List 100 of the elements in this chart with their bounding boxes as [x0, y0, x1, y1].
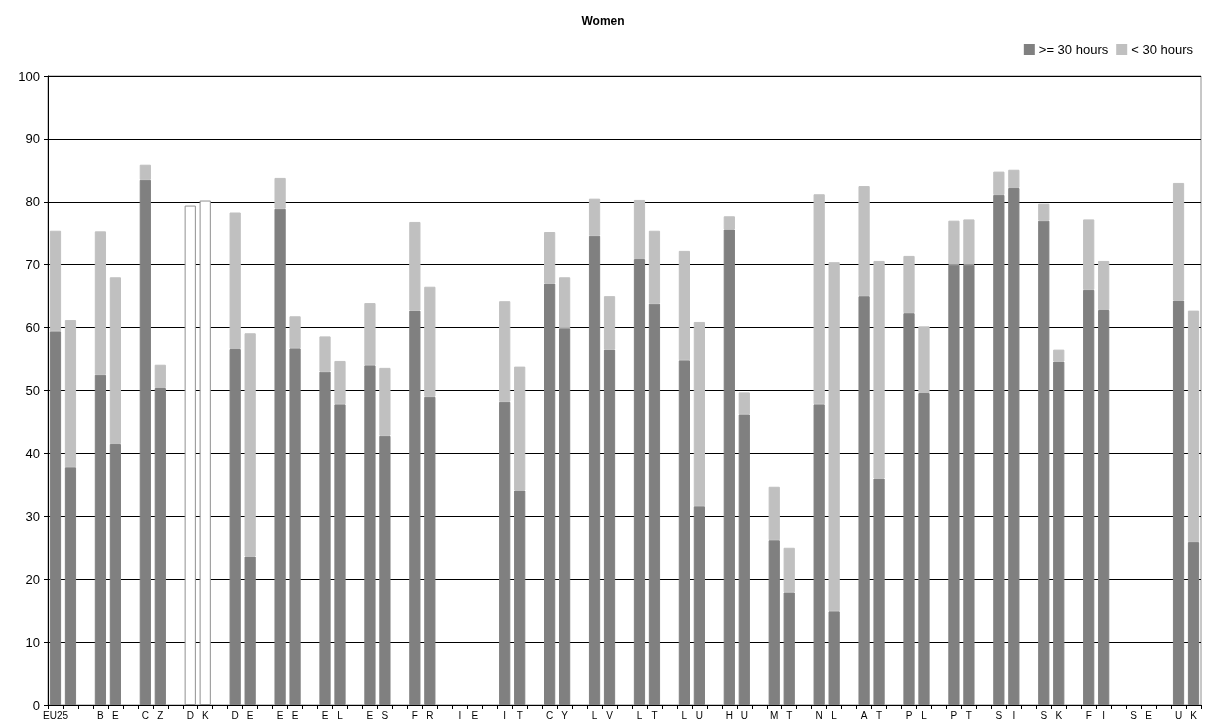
x-tick-label: T [965, 709, 972, 720]
bar [588, 198, 601, 236]
bar [783, 547, 795, 593]
x-tick-label: L [337, 709, 344, 720]
x-tick-label: S [995, 709, 1003, 720]
x-tick-label: T [876, 709, 883, 720]
bar [1187, 542, 1200, 705]
bar [678, 360, 691, 705]
bar [49, 230, 62, 332]
x-tick-label: F [411, 709, 418, 720]
bar [409, 221, 421, 311]
x-tick-label: U [695, 709, 703, 720]
x-tick-label: I [503, 709, 507, 720]
y-tick-label: 20 [25, 571, 40, 587]
x-tick-label: E [112, 709, 120, 720]
bar [499, 401, 511, 705]
bar [858, 296, 870, 705]
bar [424, 286, 436, 397]
x-tick-label: EU25 [42, 709, 69, 720]
bar [948, 220, 960, 265]
x-tick-label: Z [157, 709, 164, 720]
bar [379, 435, 391, 705]
y-tick-label: 30 [25, 508, 40, 524]
bar [783, 592, 795, 705]
y-tick-label: 10 [25, 634, 40, 650]
x-tick-label: P [905, 709, 913, 720]
x-tick-label: I [458, 709, 462, 720]
x-tick-label: K [1190, 709, 1198, 720]
x-tick-label: K [201, 709, 209, 720]
bar [633, 259, 646, 705]
x-tick-label: P [950, 709, 958, 720]
bar [693, 321, 705, 507]
bar [1098, 260, 1110, 310]
bar [1053, 349, 1065, 362]
bar [918, 393, 930, 705]
bar [873, 260, 885, 479]
bar [903, 313, 915, 705]
bar [319, 371, 331, 705]
x-tick-label: C [546, 709, 554, 720]
bar [499, 301, 511, 402]
bar [813, 404, 825, 705]
x-tick-label: I [1102, 709, 1106, 720]
bar [364, 365, 376, 705]
bar [544, 283, 556, 705]
bar [633, 199, 646, 260]
bar [603, 296, 616, 350]
bar [64, 467, 77, 705]
bar [424, 396, 436, 705]
bar [948, 264, 960, 705]
bar [514, 490, 526, 705]
y-tick-label: 80 [25, 194, 40, 210]
x-tick-label: L [636, 709, 643, 720]
bar [229, 212, 241, 349]
bar [364, 303, 376, 366]
legend-label: < 30 hours [1131, 42, 1194, 57]
bar [289, 348, 301, 705]
bar [588, 235, 601, 705]
bar [544, 231, 556, 284]
x-tick-label: V [606, 709, 614, 720]
bar [409, 310, 421, 705]
bar [903, 255, 915, 314]
x-tick-label: E [471, 709, 479, 720]
bar [963, 219, 975, 265]
bar [828, 262, 840, 612]
bar [603, 349, 616, 705]
x-tick-label: D [231, 709, 239, 720]
x-tick-label: E [366, 709, 374, 720]
y-tick-label: 70 [25, 257, 40, 273]
y-tick-label: 60 [25, 320, 40, 336]
y-tick-label: 50 [25, 383, 40, 398]
x-tick-label: U [740, 709, 748, 720]
bar [738, 414, 750, 705]
bar [678, 250, 691, 361]
y-tick-label: 90 [25, 131, 40, 147]
x-tick-label: T [786, 709, 793, 720]
x-tick-label: E [246, 709, 254, 720]
bar [858, 186, 870, 297]
y-tick-label: 40 [25, 445, 40, 461]
bar [1083, 219, 1095, 290]
x-tick-label: F [1085, 709, 1092, 720]
bar [1083, 289, 1095, 705]
bar [334, 404, 346, 705]
x-tick-label: E [276, 709, 284, 720]
bar [648, 303, 661, 705]
bar [768, 486, 780, 541]
x-tick-label: S [1130, 709, 1138, 720]
legend-label: >= 30 hours [1038, 42, 1109, 57]
x-tick-label: S [381, 709, 389, 720]
bar [289, 316, 301, 349]
bar [993, 194, 1005, 705]
x-tick-label: Y [561, 709, 569, 720]
bar [828, 611, 840, 705]
bar [648, 230, 661, 304]
x-tick-label: A [860, 709, 868, 720]
bar [229, 348, 241, 705]
bar [319, 336, 331, 372]
bar [94, 231, 107, 375]
x-tick-label: M [770, 709, 779, 720]
bar [514, 366, 526, 491]
bar [1053, 361, 1065, 705]
